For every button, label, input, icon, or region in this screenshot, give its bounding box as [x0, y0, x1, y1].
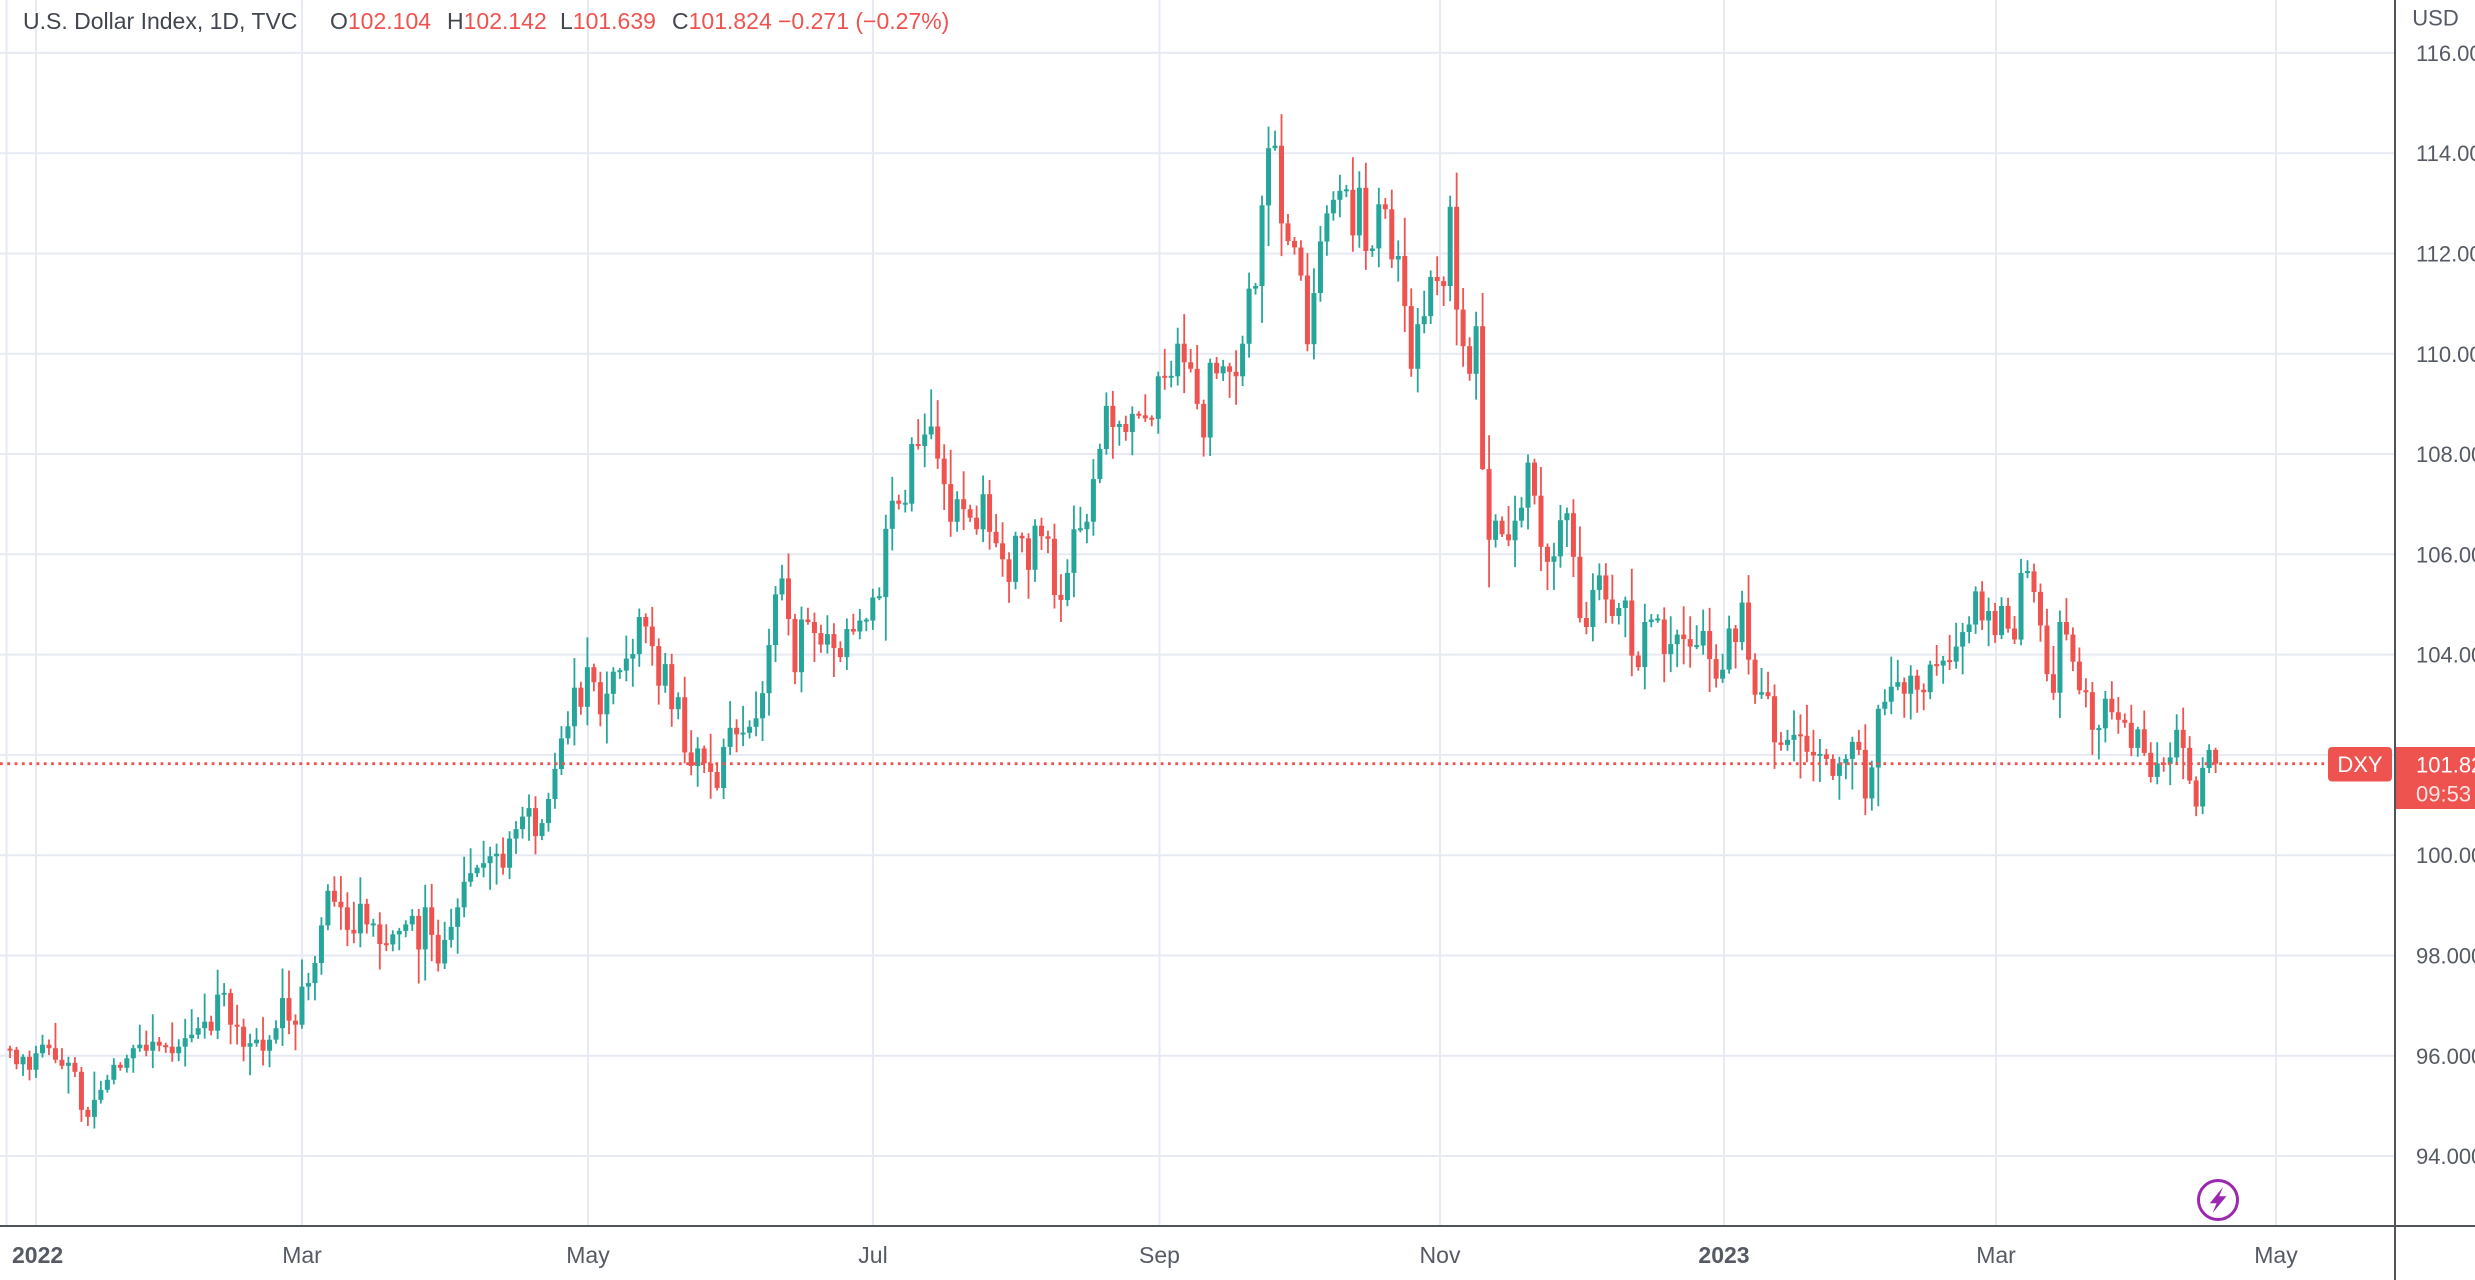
svg-text:C101.824: C101.824	[672, 8, 772, 34]
svg-text:Sep: Sep	[1139, 1242, 1180, 1268]
svg-text:Jul: Jul	[858, 1242, 887, 1268]
svg-text:−0.271 (−0.27%): −0.271 (−0.27%)	[778, 8, 949, 34]
svg-text:U.S. Dollar Index, 1D, TVC: U.S. Dollar Index, 1D, TVC	[23, 8, 297, 34]
svg-text:May: May	[566, 1242, 610, 1268]
svg-text:112.00: 112.00	[2416, 242, 2475, 267]
svg-text:O102.104: O102.104	[330, 8, 431, 34]
svg-text:Nov: Nov	[1420, 1242, 1461, 1268]
svg-text:H102.142: H102.142	[447, 8, 547, 34]
svg-text:09:53: 09:53	[2416, 782, 2471, 807]
svg-text:108.00: 108.00	[2416, 442, 2475, 467]
svg-text:98.000: 98.000	[2416, 944, 2475, 969]
svg-text:114.00: 114.00	[2416, 141, 2475, 166]
svg-text:96.000: 96.000	[2416, 1044, 2475, 1069]
svg-text:106.00: 106.00	[2416, 542, 2475, 567]
svg-text:May: May	[2254, 1242, 2298, 1268]
svg-text:Mar: Mar	[282, 1242, 322, 1268]
svg-text:L101.639: L101.639	[560, 8, 656, 34]
svg-text:USD: USD	[2412, 6, 2458, 31]
svg-text:100.00: 100.00	[2416, 843, 2475, 868]
svg-text:94.000: 94.000	[2416, 1144, 2475, 1169]
svg-text:116.00: 116.00	[2416, 41, 2475, 66]
svg-text:DXY: DXY	[2337, 752, 2383, 777]
svg-text:2022: 2022	[12, 1242, 63, 1268]
svg-text:104.00: 104.00	[2416, 643, 2475, 668]
svg-text:2023: 2023	[1698, 1242, 1749, 1268]
svg-text:Mar: Mar	[1976, 1242, 2016, 1268]
svg-text:110.00: 110.00	[2416, 342, 2475, 367]
svg-text:101.824: 101.824	[2416, 753, 2475, 778]
